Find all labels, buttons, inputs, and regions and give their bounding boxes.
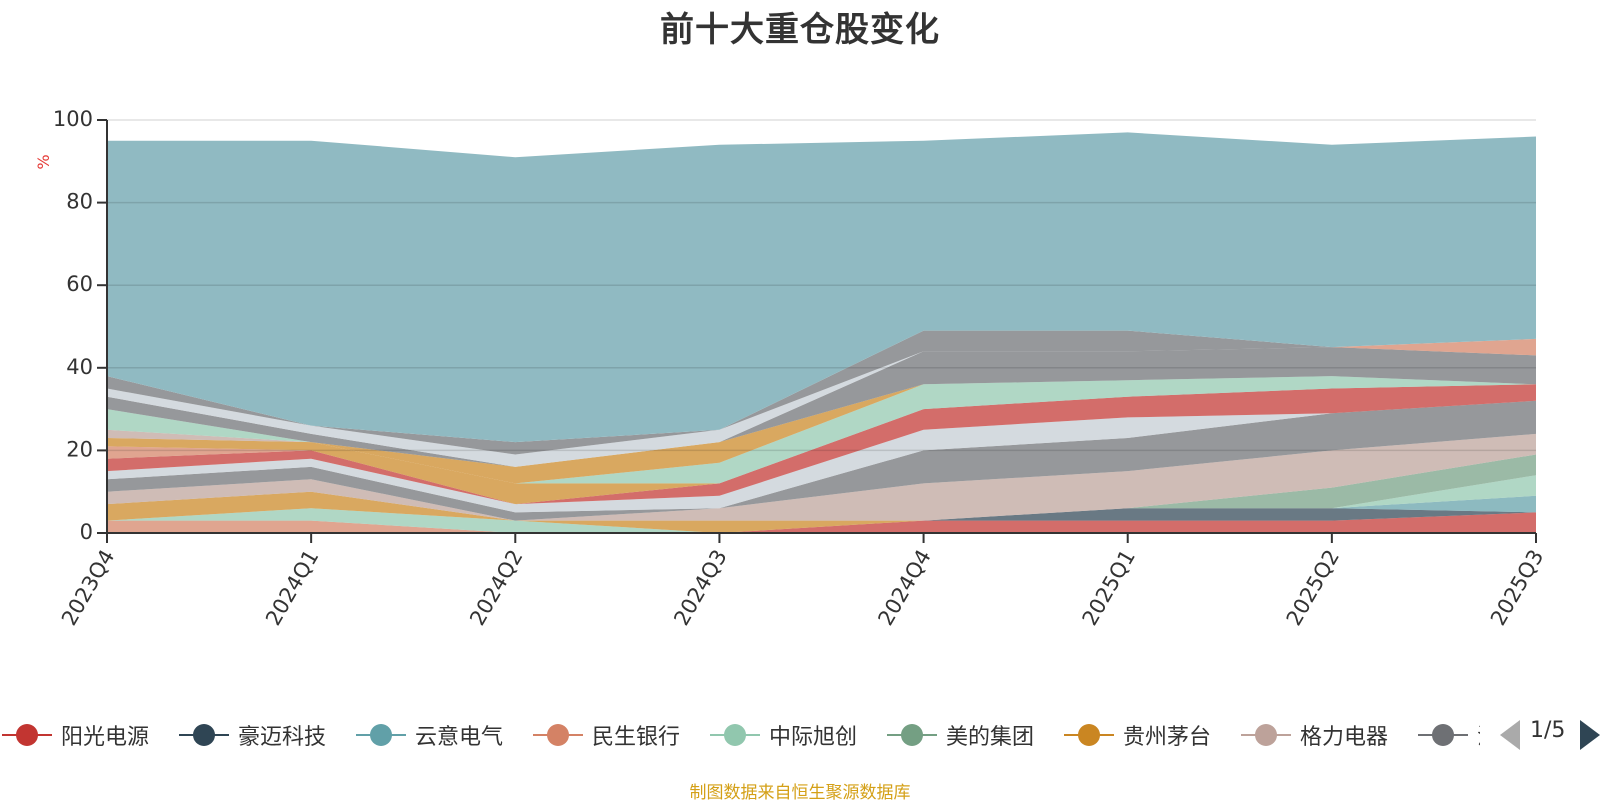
x-tick-label: 2024Q2: [465, 546, 527, 630]
legend-marker-icon: [179, 718, 229, 752]
x-tick-label: 2024Q3: [669, 546, 731, 630]
y-tick-label: 20: [66, 437, 93, 461]
legend-item[interactable]: 民生银行: [533, 718, 680, 752]
area-series-7: [107, 433, 1536, 521]
area-series-14: [107, 376, 1536, 484]
legend-label: 民生银行: [592, 725, 681, 750]
chart-title: 前十大重仓股变化: [660, 10, 940, 50]
legend-item[interactable]: 洽: [1418, 718, 1480, 752]
legend-label: 云意电气: [415, 725, 504, 750]
legend-next-page-button[interactable]: [1580, 720, 1600, 750]
y-tick-label: 100: [53, 107, 93, 131]
legend-marker-icon: [533, 718, 583, 752]
area-series-8: [107, 400, 1536, 521]
area-series-4: [107, 475, 1536, 533]
x-tick-label: 2023Q4: [57, 546, 119, 630]
area-series-10: [107, 384, 1536, 505]
legend-pager: 1/5: [1500, 716, 1600, 752]
legend-item[interactable]: 格力电器: [1241, 718, 1388, 752]
area-series-16: [107, 347, 1536, 467]
legend-prev-page-button[interactable]: [1500, 720, 1520, 750]
legend-item[interactable]: 阳光电源: [2, 718, 149, 752]
legend-marker-icon: [356, 718, 406, 752]
x-tick-label: 2024Q4: [873, 546, 935, 630]
legend-marker-icon: [887, 718, 937, 752]
x-tick-label: 2025Q1: [1078, 546, 1140, 630]
legend-page-indicator: 1/5: [1530, 718, 1566, 743]
y-tick-label: 80: [66, 190, 93, 214]
source-note: 制图数据来自恒生聚源数据库: [689, 783, 911, 803]
legend-item[interactable]: 美的集团: [887, 718, 1034, 752]
legend-marker-icon: [710, 718, 760, 752]
legend-label: 美的集团: [946, 725, 1035, 750]
y-axis-label: %: [34, 154, 53, 169]
legend-marker-icon: [2, 718, 52, 752]
area-series-6: [107, 454, 1536, 533]
area-series-12: [107, 384, 1536, 505]
legend-label: 格力电器: [1300, 725, 1389, 750]
area-series-3: [107, 495, 1536, 533]
legend-marker-icon: [1241, 718, 1291, 752]
area-series-9: [107, 400, 1536, 513]
chart-plot: 0 20 40 60 80 100 2023Q4 2024Q1 2024Q2 2024Q3 202…: [34, 107, 1548, 630]
legend-label: 贵州茅台: [1123, 725, 1212, 750]
legend-item[interactable]: 云意电气: [356, 718, 503, 752]
y-tick-label: 0: [80, 520, 93, 544]
x-tick-label: 2025Q3: [1486, 546, 1548, 630]
legend-label: 阳光电源: [61, 725, 150, 750]
legend-label: 洽: [1477, 719, 1480, 751]
legend-item[interactable]: 贵州茅台: [1064, 718, 1211, 752]
legend-marker-icon: [1064, 718, 1114, 752]
legend-label: 中际旭创: [769, 725, 858, 750]
y-tick-label: 60: [66, 272, 93, 296]
y-tick-label: 40: [66, 355, 93, 379]
x-tick-label: 2024Q1: [261, 546, 323, 630]
area-series-0: [107, 512, 1536, 533]
x-tick-label: 2025Q2: [1282, 546, 1344, 630]
legend-item[interactable]: 豪迈科技: [179, 718, 326, 752]
legend: 阳光电源 豪迈科技 云意电气 民生银行 中际旭创 美的集团 贵州茅台 格力电器 洽: [0, 718, 1480, 752]
legend-item[interactable]: 中际旭创: [710, 718, 857, 752]
area-series-20: [107, 132, 1536, 443]
legend-marker-icon: [1418, 718, 1468, 752]
legend-label: 豪迈科技: [238, 725, 327, 750]
area-series-1: [107, 508, 1536, 533]
